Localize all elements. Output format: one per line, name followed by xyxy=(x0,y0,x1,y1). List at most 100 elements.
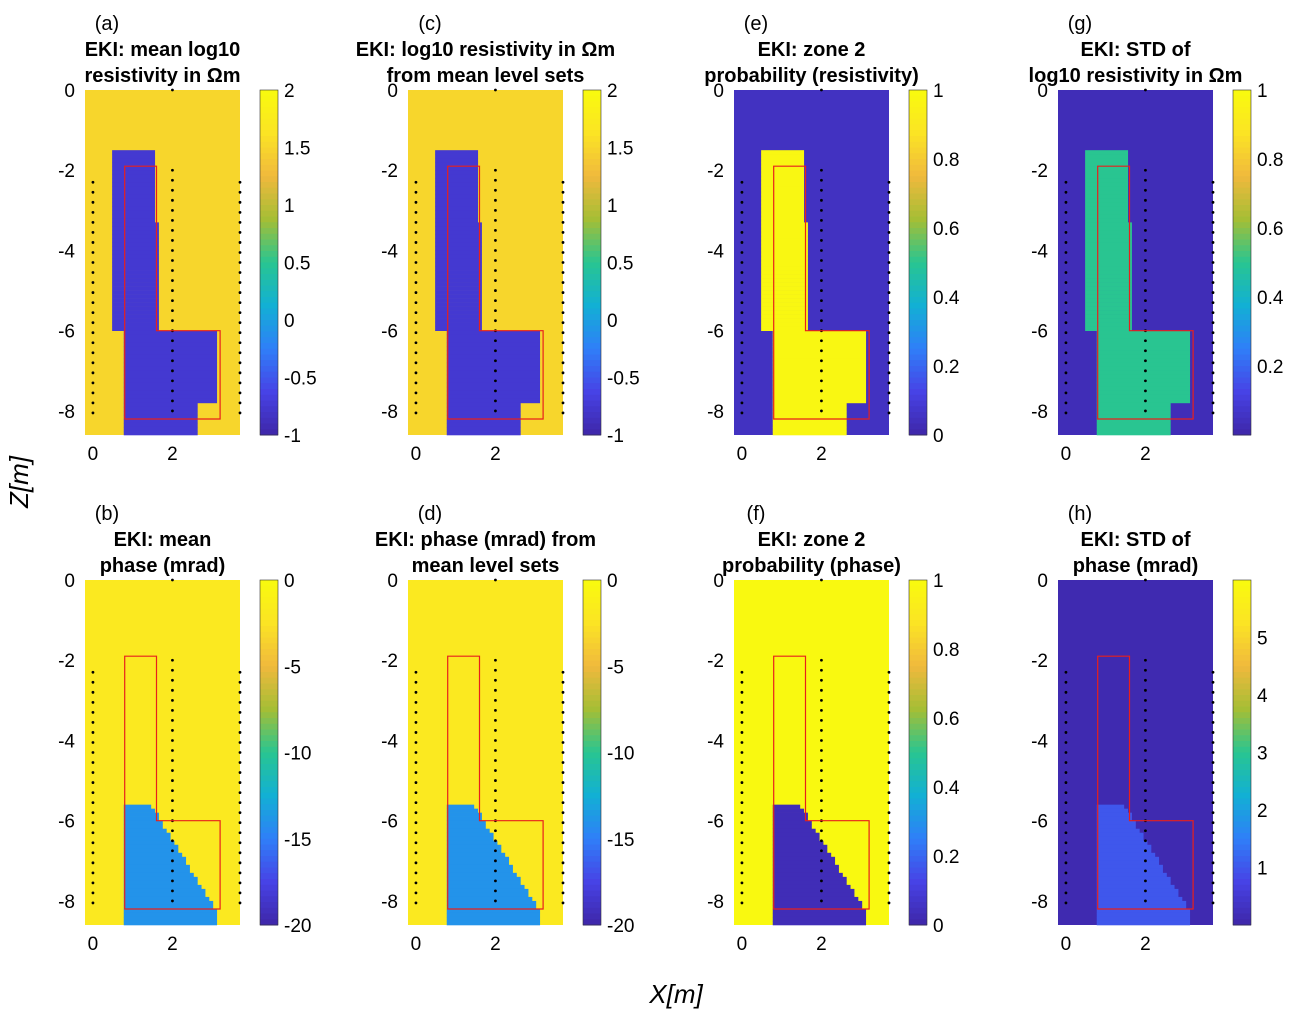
heatmap-cell xyxy=(772,820,812,826)
sensor-dot xyxy=(820,379,823,383)
colorbar-segment xyxy=(1233,867,1251,874)
sensor-dot xyxy=(820,849,823,853)
colorbar-segment xyxy=(583,90,601,97)
colorbar-segment xyxy=(909,798,927,805)
heatmap-cell xyxy=(1096,860,1160,866)
sensor-dot xyxy=(414,241,418,244)
heatmap-cell xyxy=(435,258,482,263)
sensor-dot xyxy=(820,719,823,722)
colorbar-segment xyxy=(1233,804,1251,811)
colorbar-segment xyxy=(583,666,601,673)
colorbar-segment xyxy=(1233,597,1251,604)
sensor-dot xyxy=(414,821,418,825)
sensor-dot xyxy=(887,281,891,284)
heatmap-cell xyxy=(1096,350,1191,356)
colorbar-segment xyxy=(1233,844,1251,851)
sensor-dot xyxy=(820,279,823,282)
colorbar-segment xyxy=(583,631,601,638)
global-y-axis-label: Z[m] xyxy=(4,455,34,509)
heatmap-cell xyxy=(761,150,805,155)
heatmap-cell xyxy=(112,258,159,263)
colorbar-segment xyxy=(583,101,601,108)
heatmap-cell xyxy=(772,338,867,344)
sensor-dot xyxy=(238,881,242,885)
heatmap-cell xyxy=(772,402,847,408)
colorbar-segment xyxy=(260,285,278,292)
colorbar-segment xyxy=(909,781,927,788)
colorbar-segment xyxy=(1233,107,1251,114)
heatmap-cell xyxy=(112,294,159,299)
colorbar-segment xyxy=(583,792,601,799)
sensor-dot xyxy=(494,259,497,262)
colorbar-segment xyxy=(909,919,927,926)
sensor-dot xyxy=(171,198,174,202)
heatmap-cell xyxy=(772,422,847,428)
heatmap-cell xyxy=(1096,378,1191,384)
sensor-dot xyxy=(820,389,823,393)
colorbar-segment xyxy=(909,285,927,292)
sensor-dot xyxy=(171,829,174,833)
sensor-dot xyxy=(740,721,744,724)
colorbar-segment xyxy=(583,787,601,794)
colorbar-segment xyxy=(260,672,278,679)
colorbar-segment xyxy=(260,649,278,656)
sensor-dot xyxy=(1064,241,1068,244)
sensor-dot xyxy=(740,741,744,744)
colorbar-segment xyxy=(260,193,278,200)
heatmap-cell xyxy=(1085,194,1129,199)
colorbar-segment xyxy=(1233,233,1251,240)
heatmap-cell xyxy=(761,154,805,159)
colorbar-segment xyxy=(1233,798,1251,805)
heatmap-cell xyxy=(446,394,541,400)
sensor-dot xyxy=(414,261,418,264)
heatmap-cell xyxy=(761,294,808,299)
heatmap-cell xyxy=(112,206,156,211)
heatmap-cell xyxy=(772,370,867,376)
colorbar-tick-label: -0.5 xyxy=(607,369,640,390)
heatmap-cell xyxy=(123,414,198,420)
sensor-dot xyxy=(91,881,95,885)
sensor-dot xyxy=(414,251,418,254)
sensor-dot xyxy=(561,190,565,194)
sensor-dot xyxy=(561,841,565,845)
heatmap-cell xyxy=(1096,334,1191,340)
heatmap-cell xyxy=(435,306,482,311)
x-tick-label: 2 xyxy=(1140,444,1151,465)
sensor-dot xyxy=(494,889,497,893)
sensor-dot xyxy=(494,658,497,662)
colorbar-segment xyxy=(260,873,278,880)
colorbar-segment xyxy=(909,239,927,246)
colorbar-segment xyxy=(1233,245,1251,252)
heatmap-cell xyxy=(435,254,482,259)
sensor-dot xyxy=(171,218,174,222)
sensor-dot xyxy=(494,319,497,323)
sensor-dot xyxy=(238,821,242,825)
colorbar-segment xyxy=(1233,124,1251,131)
sensor-dot xyxy=(238,411,242,415)
heatmap-cell xyxy=(772,414,847,420)
sensor-dot xyxy=(171,749,174,752)
sensor-dot xyxy=(414,391,418,395)
sensor-dot xyxy=(561,321,565,325)
colorbar-segment xyxy=(909,170,927,177)
y-tick-label: -8 xyxy=(1031,892,1048,913)
heatmap-cell xyxy=(1096,916,1191,922)
colorbar-segment xyxy=(260,585,278,592)
sensor-dot xyxy=(494,809,497,813)
sensor-dot xyxy=(740,371,744,375)
sensor-dot xyxy=(820,749,823,752)
colorbar-segment xyxy=(909,879,927,886)
colorbar-segment xyxy=(260,861,278,868)
sensor-dot xyxy=(740,401,744,405)
heatmap-cell xyxy=(112,302,159,307)
heatmap-cell xyxy=(446,852,506,858)
heatmap-cell xyxy=(435,158,479,163)
colorbar-segment xyxy=(583,660,601,667)
sensor-dot xyxy=(1211,291,1215,294)
sensor-dot xyxy=(1064,351,1068,355)
sensor-dot xyxy=(494,218,497,222)
sensor-dot xyxy=(887,881,891,885)
colorbar-segment xyxy=(260,626,278,633)
